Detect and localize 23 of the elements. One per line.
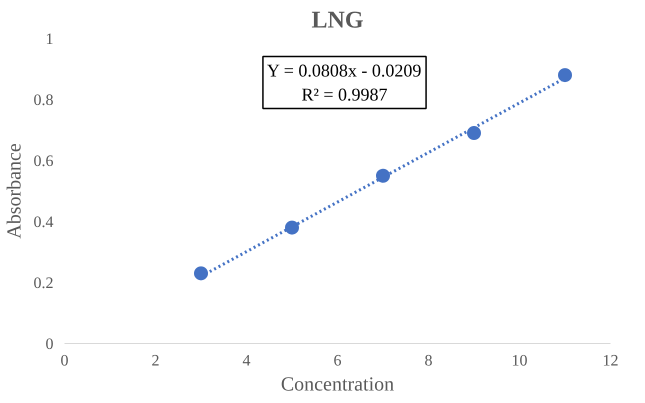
point xyxy=(194,266,208,280)
y-tick-label: 0.6 xyxy=(34,153,54,170)
annotation: Y = 0.0808x - 0.0209 xyxy=(266,60,422,80)
y-tick-label: 1 xyxy=(46,31,54,48)
x-tick-label: 2 xyxy=(152,352,160,370)
y-tick-label: 0.2 xyxy=(34,275,54,292)
x-tick-label: 10 xyxy=(512,352,528,370)
y-tick-label: 0.8 xyxy=(34,92,54,109)
y-tick-label: 0 xyxy=(46,336,54,353)
x-tick-label: 12 xyxy=(602,352,618,370)
y-axis-title: Absorbance xyxy=(4,143,26,239)
point xyxy=(285,220,299,235)
y-tick-label: 0.4 xyxy=(34,214,54,231)
point xyxy=(376,168,390,183)
annotation: R² = 0.9987 xyxy=(301,84,388,104)
x-tick-label: 6 xyxy=(334,352,342,370)
x-axis-title: Concentration xyxy=(280,374,394,396)
x-tick-label: 8 xyxy=(424,352,432,370)
point xyxy=(467,126,481,140)
x-tick-label: 4 xyxy=(242,352,250,370)
chart-title: LNG xyxy=(311,8,364,34)
point xyxy=(558,68,572,82)
x-tick-label: 0 xyxy=(60,352,68,370)
